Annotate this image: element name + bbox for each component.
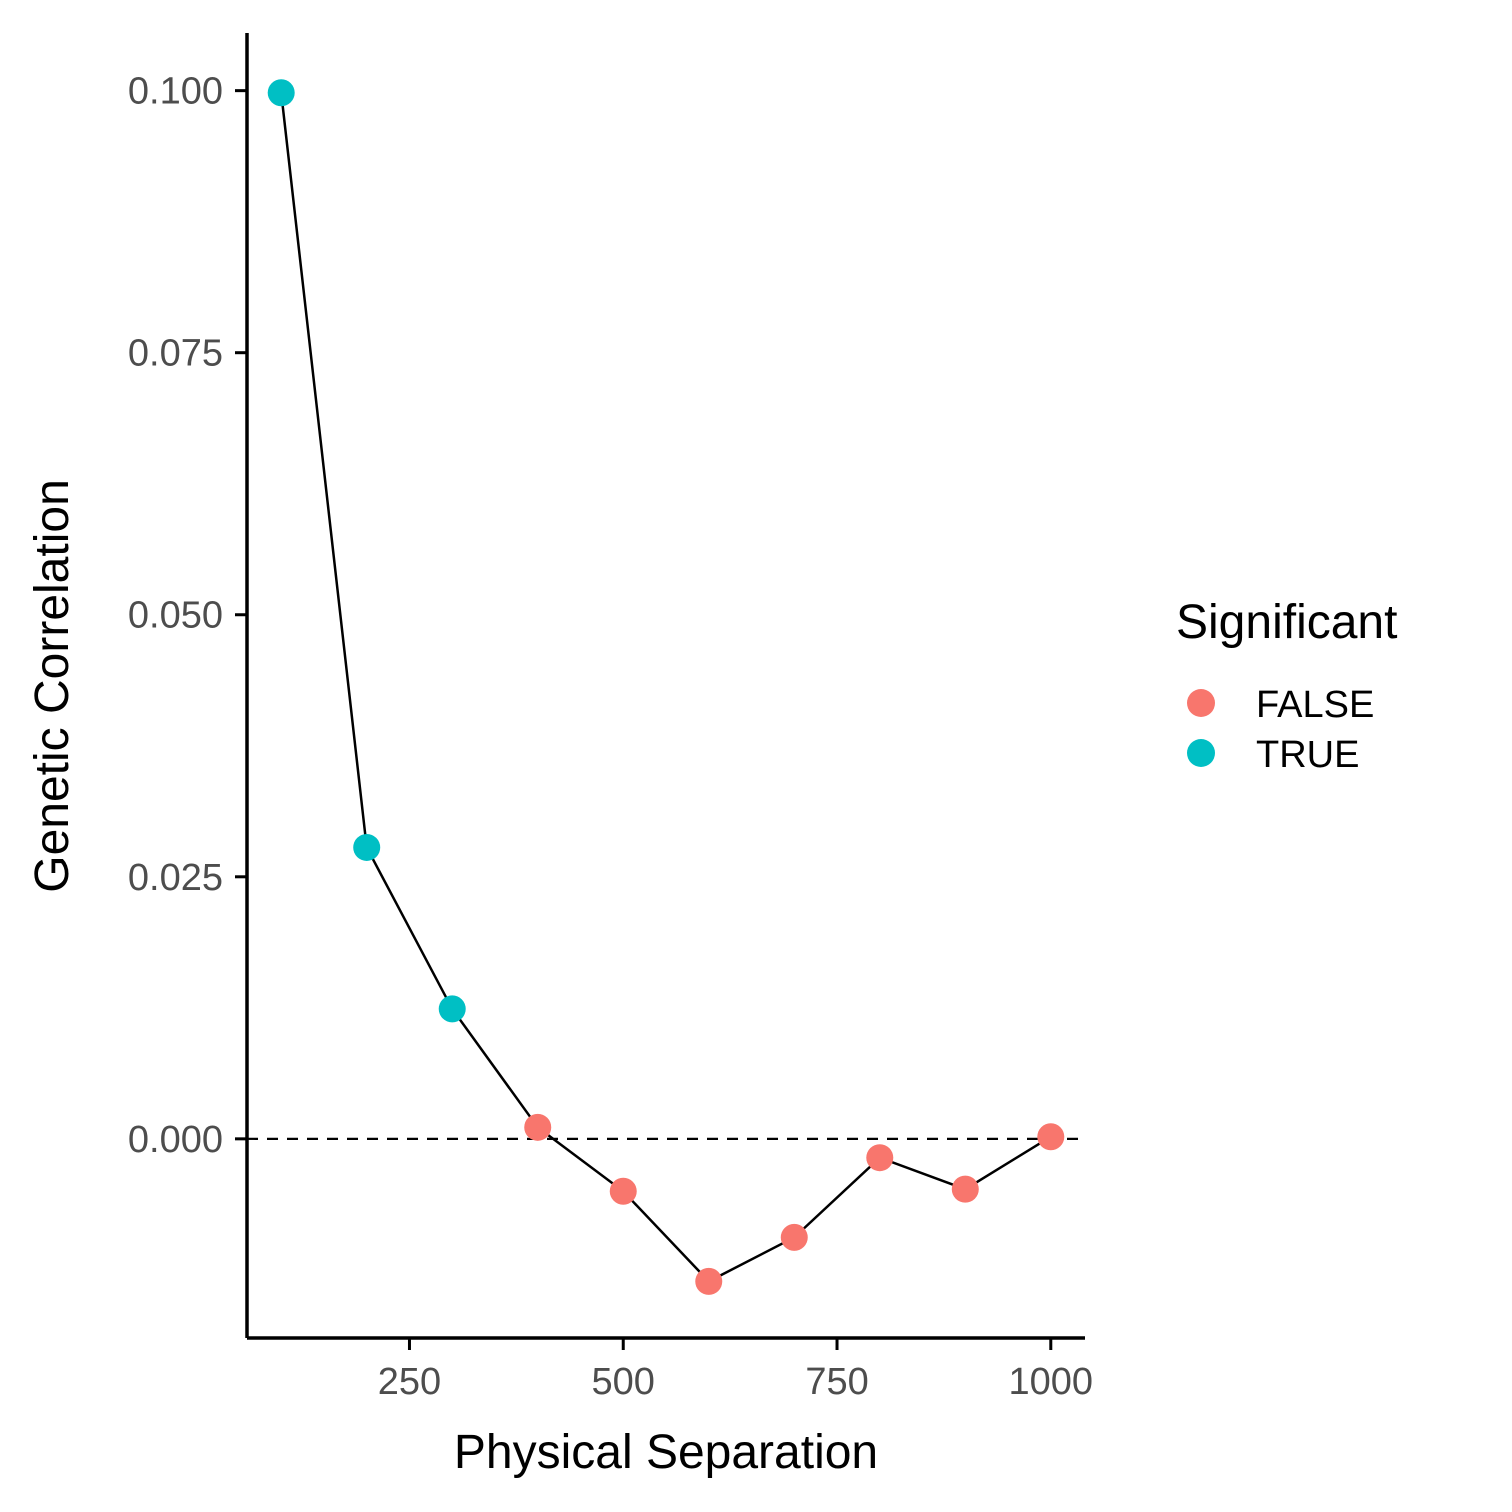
x-tick-label: 250 [378, 1361, 441, 1403]
y-tick-label: 0.025 [128, 857, 223, 899]
legend-items: FALSE TRUE [1187, 684, 1374, 776]
y-axis: 0.000 0.025 0.050 0.075 0.100 [128, 33, 249, 1338]
x-axis: 250 500 750 1000 [247, 1336, 1093, 1403]
legend-key [1187, 739, 1215, 767]
legend-label: TRUE [1256, 734, 1359, 776]
legend-label: FALSE [1256, 684, 1374, 726]
y-tick-label: 0.100 [128, 71, 223, 113]
x-ticks: 250 500 750 1000 [378, 1338, 1093, 1403]
x-tick-label: 750 [805, 1361, 868, 1403]
y-axis-title: Genetic Correlation [26, 479, 79, 893]
connecting-line-layer [279, 92, 1052, 1283]
x-axis-title: Physical Separation [454, 1426, 878, 1479]
legend-title: Significant [1176, 596, 1397, 649]
y-tick-label: 0.075 [128, 333, 223, 375]
y-ticks: 0.000 0.025 0.050 0.075 0.100 [128, 71, 247, 1161]
data-point [438, 995, 466, 1023]
y-tick-label: 0.000 [128, 1119, 223, 1161]
x-tick-label: 500 [592, 1361, 655, 1403]
data-point [866, 1144, 894, 1172]
data-point [780, 1223, 808, 1251]
data-point [609, 1177, 637, 1205]
data-point [353, 833, 381, 861]
legend-key [1187, 689, 1215, 717]
data-point [695, 1267, 723, 1295]
data-point [267, 79, 295, 107]
y-tick-label: 0.050 [128, 595, 223, 637]
points-layer [267, 79, 1065, 1295]
x-tick-label: 1000 [1009, 1361, 1094, 1403]
legend: Significant FALSE TRUE [1176, 596, 1397, 776]
series-line [279, 92, 1052, 1283]
data-point [524, 1113, 552, 1141]
data-point [1037, 1123, 1065, 1151]
data-point [951, 1175, 979, 1203]
